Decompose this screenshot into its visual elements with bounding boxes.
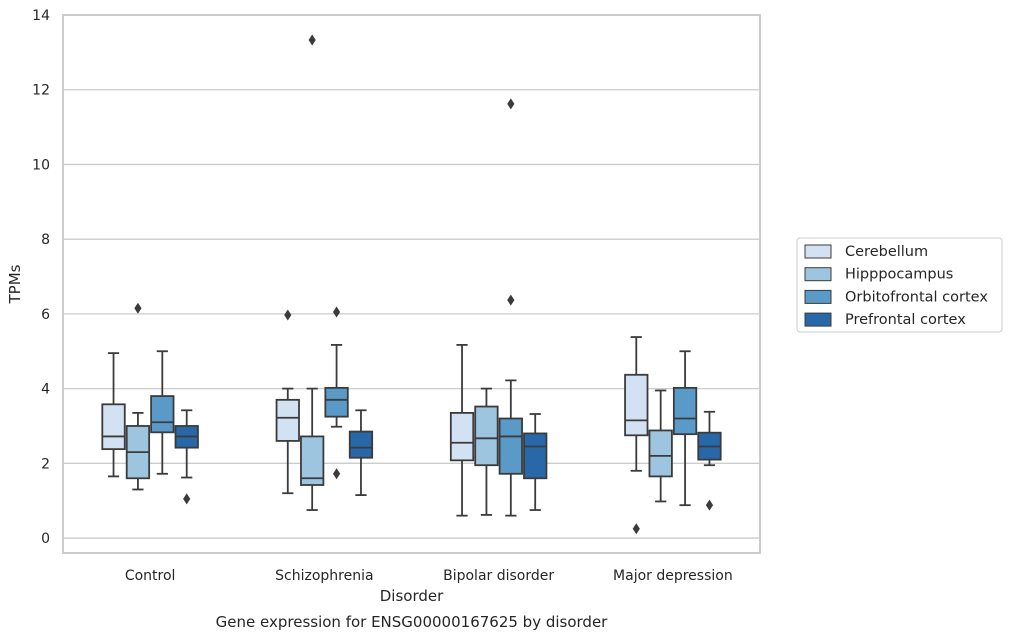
legend-swatch [804,267,832,282]
y-tick-label: 2 [41,456,50,472]
outlier-point [705,499,714,511]
outlier-point [507,294,515,306]
box-body [523,432,548,480]
box [474,387,499,516]
box-body [101,403,126,451]
box-body [300,435,325,486]
box [672,350,698,507]
x-tick-label: Major depression [613,568,733,584]
box-body [449,411,475,462]
box [624,336,649,535]
box [275,309,300,495]
box-body [648,429,673,478]
box-body [624,373,649,437]
box-body [150,395,175,434]
legend-label: Hipppocampus [845,267,953,283]
legend-swatch [804,289,832,304]
x-axis-title: Disorder [380,587,444,605]
outlier-point [507,98,515,110]
box-body [498,417,523,475]
y-tick-label: 10 [32,157,50,173]
box [348,409,374,496]
x-tick-labels: Control Schizophrenia Bipolar disorder Majo… [125,568,733,584]
box [101,352,126,478]
box-body [474,405,499,467]
outlier-point [332,306,341,318]
legend-swatch [804,312,832,327]
y-tick-label: 4 [41,382,50,398]
y-tick-label: 8 [41,232,50,248]
legend-label: Cerebellum [845,244,928,260]
legend: Cerebellum Hipppocampus Orbitofrontal cort… [796,237,1003,333]
x-tick-label: Control [125,568,176,584]
y-tick-label: 0 [41,531,50,547]
box [648,389,673,503]
grid-lines [63,14,760,539]
box-body [275,398,300,442]
y-tick-labels: 0 2 4 6 8 10 12 14 [32,8,50,547]
legend-label: Orbitofrontal cortex [845,289,988,305]
outlier-point [183,493,191,505]
box [449,343,475,517]
y-tick-label: 12 [32,83,50,99]
outlier-point [134,302,142,314]
outlier-point [308,34,316,46]
box [697,410,722,511]
chart-caption: Gene expression for ENSG00000167625 by d… [216,613,609,631]
outlier-point [632,523,640,535]
box [324,306,349,480]
legend-swatch [804,244,832,259]
y-axis-title: TPMs [6,264,24,304]
y-tick-label: 14 [32,8,50,24]
x-tick-label: Bipolar disorder [443,568,554,584]
box [125,302,151,491]
outlier-point [332,468,341,480]
box [498,98,523,517]
box-series [101,34,722,535]
legend-frame [796,237,1003,333]
box [300,34,325,511]
box-body [672,386,698,436]
outlier-point [284,309,292,321]
box-body [324,386,349,418]
plot-frame [62,14,761,554]
box [174,409,199,505]
box [523,413,548,511]
x-tick-label: Schizophrenia [275,568,373,584]
y-tick-label: 6 [41,307,50,323]
box-body [348,430,374,459]
box [150,350,175,475]
legend-label: Prefrontal cortex [845,312,966,328]
